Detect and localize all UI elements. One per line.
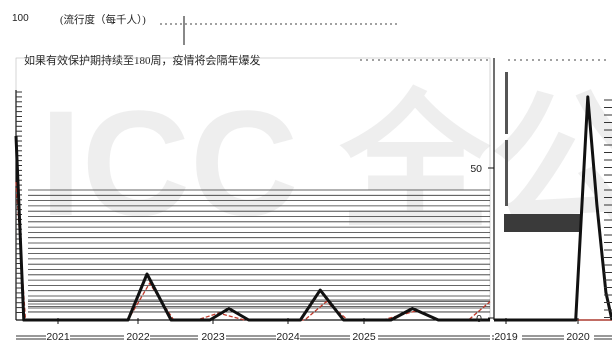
left-series-line-black bbox=[14, 135, 490, 322]
left-y-tick-marks bbox=[16, 91, 22, 313]
right-edge-ticks bbox=[604, 99, 612, 318]
left-x-tick-label: 2024 bbox=[276, 331, 300, 343]
annotation-text: 如果有效保护期持续至180周，疫情将会隔年爆发 bbox=[24, 53, 261, 67]
y-axis-label: (流行度（每千人）) bbox=[60, 13, 146, 26]
right-series-lines bbox=[494, 95, 612, 322]
right-bar-marker-1 bbox=[505, 72, 508, 134]
right-x-tick-labels: 2019 2020 bbox=[492, 318, 612, 343]
left-x-tick-label: 2021 bbox=[46, 331, 70, 343]
right-plot-panel: 50 0 2019 2020 bbox=[470, 58, 612, 343]
right-bar-marker-2 bbox=[505, 140, 508, 206]
right-y-tick-label: 0 bbox=[476, 313, 482, 325]
left-x-tick-label: 2025 bbox=[352, 331, 376, 343]
left-series-lines bbox=[14, 135, 491, 322]
right-y-tick-labels: 50 0 bbox=[470, 163, 494, 325]
right-y-tick-label: 50 bbox=[470, 163, 482, 175]
left-grid-lines bbox=[28, 189, 490, 313]
right-series-line-black bbox=[494, 95, 612, 322]
y-axis-top-tick-label: 100 bbox=[12, 13, 29, 24]
left-x-tick-label: 2022 bbox=[126, 331, 150, 343]
left-x-tick-label: 2023 bbox=[201, 331, 225, 343]
right-x-tick-label: 2019 bbox=[494, 331, 518, 343]
left-x-tick-labels: 2021 2022 2023 2024 2025 bbox=[16, 318, 490, 343]
left-plot-panel: 2021 2022 2023 2024 2025 bbox=[14, 57, 491, 343]
right-block-marker bbox=[504, 214, 580, 232]
right-x-tick-label: 2020 bbox=[566, 331, 590, 343]
